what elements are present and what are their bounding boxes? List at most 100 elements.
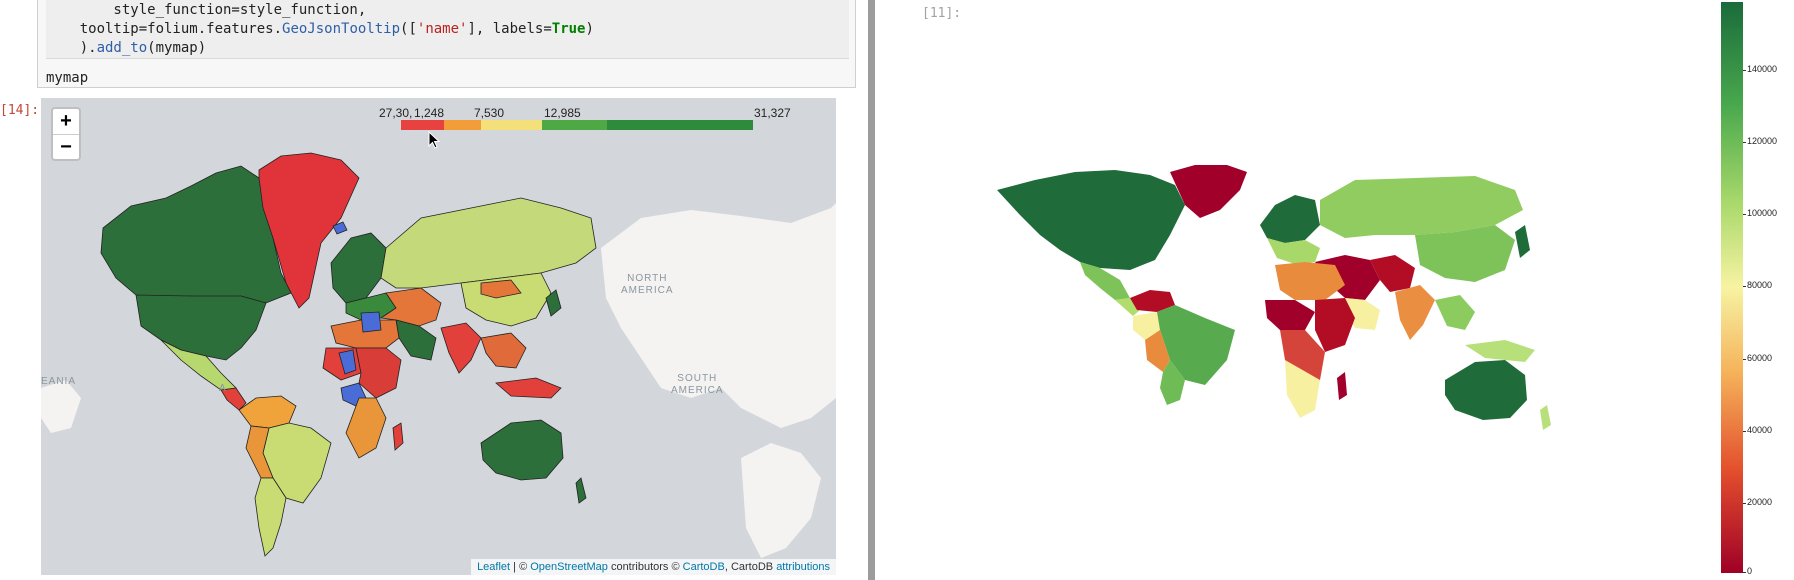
label-north-america: NORTH AMERICA — [621, 273, 674, 296]
country-central-america — [220, 387, 247, 411]
colorbar-tickmark — [1743, 214, 1746, 215]
output-prompt: [11]: — [922, 6, 962, 21]
region-north-america — [997, 170, 1185, 270]
cell-output-text: mymap — [46, 70, 89, 86]
code-line[interactable]: tooltip=folium.features.GeoJsonTooltip([… — [46, 19, 594, 39]
land-tile — [41, 380, 81, 433]
code-token: (mymap) — [147, 40, 207, 56]
colorbar-tickmark — [1743, 503, 1746, 504]
region-colombia — [1133, 312, 1160, 340]
legend-color-bar — [481, 120, 542, 130]
code-editor[interactable]: style_function=style_function, tooltip=f… — [46, 0, 849, 59]
region-brazil — [1157, 305, 1235, 385]
region-east-africa — [1315, 298, 1355, 352]
country-europe-north — [330, 232, 387, 304]
region-argentina — [1160, 360, 1185, 405]
region-indonesia — [1465, 340, 1535, 362]
color-legend: 27,30, 1,248 7,530 12,985 31,327 — [379, 106, 819, 136]
region-north-europe — [1260, 195, 1320, 243]
pane-divider[interactable] — [868, 0, 875, 580]
country-madagascar — [392, 422, 404, 451]
region-madagascar — [1337, 372, 1347, 400]
region-north-africa — [1275, 262, 1345, 300]
legend-tick: 31,327 — [754, 106, 791, 120]
country-indonesia — [495, 377, 562, 399]
region-mexico — [1080, 262, 1130, 300]
country-india — [440, 322, 482, 374]
legend-tick: 12,985 — [544, 106, 581, 120]
region-west-africa — [1265, 300, 1315, 330]
colorbar-tickmark — [1743, 572, 1746, 573]
attribution-text: contributors © — [607, 561, 683, 573]
colorbar-tickmark — [1743, 431, 1746, 432]
country-libya — [360, 311, 382, 333]
region-greenland — [1170, 165, 1247, 218]
region-japan — [1515, 225, 1530, 258]
code-token: style_function=style_function, — [46, 2, 367, 18]
country-usa — [135, 294, 267, 361]
world-map-tiles — [41, 152, 836, 558]
region-peru — [1145, 330, 1170, 372]
label-oceania: EANIA — [41, 376, 77, 387]
legend-color-bar — [444, 120, 481, 130]
output-prompt: [14]: — [0, 103, 40, 118]
label-south-america: SOUTH AMERICA — [671, 373, 724, 396]
country-russia — [380, 197, 597, 289]
choropleth-map — [997, 165, 1551, 430]
map-attribution: Leaflet | © OpenStreetMap contributors ©… — [471, 559, 836, 575]
attribution-text: , CartoDB — [724, 561, 777, 573]
country-sudan — [338, 349, 357, 375]
country-japan-korea — [545, 289, 562, 317]
region-india — [1395, 285, 1435, 340]
legend-tick: 27,30, — [379, 106, 413, 120]
country-southeast-asia — [480, 332, 527, 369]
colorbar-tickmark — [1743, 286, 1746, 287]
region-arabia — [1345, 298, 1380, 330]
code-token: ). — [46, 40, 97, 56]
attributions-link[interactable]: attributions — [776, 561, 830, 573]
code-line[interactable]: ).add_to(mymap) — [46, 38, 206, 58]
country-southern-africa — [345, 397, 387, 459]
legend-tick: 1,248 — [414, 106, 445, 120]
code-token: add_to — [96, 40, 148, 56]
country-iceland — [332, 221, 348, 235]
left-notebook-pane: style_function=style_function, tooltip=f… — [0, 0, 868, 580]
colorbar-tickmark — [1743, 142, 1746, 143]
land-tile — [741, 443, 821, 558]
colorbar-tick: 120000 — [1747, 136, 1778, 146]
region-australia — [1445, 360, 1527, 420]
colorbar-tick: 60000 — [1747, 353, 1773, 363]
mouse-cursor-icon — [428, 131, 440, 149]
region-central-africa — [1280, 330, 1325, 385]
code-line[interactable]: style_function=style_function, — [46, 0, 366, 20]
code-cell[interactable]: style_function=style_function, tooltip=f… — [37, 0, 856, 88]
leaflet-map[interactable]: NORTH AMERICA SOUTH AMERICA EANIA A + − … — [41, 98, 836, 575]
legend-color-bar — [542, 120, 607, 130]
land-tile — [601, 203, 836, 428]
code-token: 'name' — [416, 21, 468, 37]
right-notebook-pane: [11]: — [875, 0, 1794, 580]
region-southern-africa — [1285, 360, 1320, 418]
zoom-in-button[interactable]: + — [53, 109, 79, 135]
zoom-control: + − — [51, 107, 81, 161]
region-russia — [1320, 176, 1523, 238]
region-iran-pakistan — [1370, 255, 1415, 292]
country-saudi — [395, 319, 437, 361]
region-venezuela — [1130, 290, 1175, 312]
colorbar-tick: 40000 — [1747, 425, 1773, 435]
colorbar-tick: 80000 — [1747, 280, 1773, 290]
colorbar-tick: 0 — [1747, 566, 1753, 576]
code-token: GeoJsonTooltip — [282, 21, 401, 37]
osm-link[interactable]: OpenStreetMap — [530, 561, 608, 573]
country-australia — [480, 419, 564, 481]
cartodb-link[interactable]: CartoDB — [682, 561, 725, 573]
code-token: tooltip=folium.features. — [46, 21, 283, 37]
colorbar-tickmark — [1743, 359, 1746, 360]
attribution-text: | © — [510, 561, 531, 573]
country-central-africa — [355, 347, 402, 399]
country-argentina-chile — [254, 477, 287, 557]
code-token: ) — [585, 21, 594, 37]
colorbar-tick: 20000 — [1747, 497, 1773, 507]
leaflet-link[interactable]: Leaflet — [477, 561, 511, 573]
zoom-out-button[interactable]: − — [60, 136, 72, 158]
